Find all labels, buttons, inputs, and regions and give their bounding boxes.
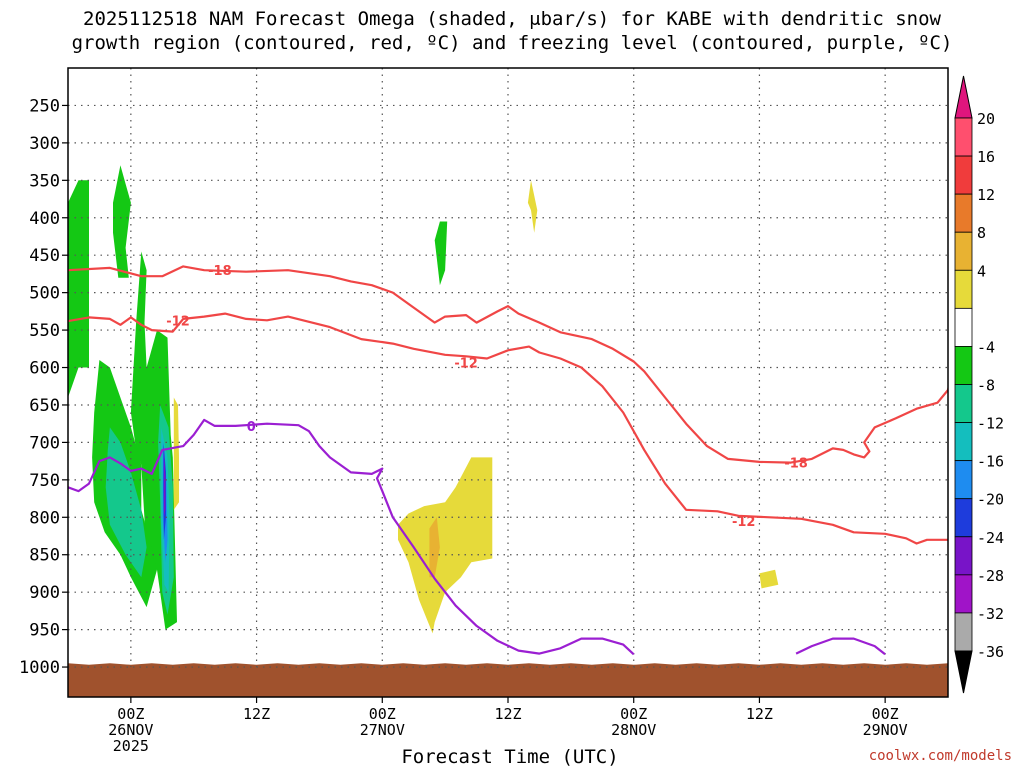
chart-title-line1: 2025112518 NAM Forecast Omega (shaded, μ…: [83, 8, 941, 30]
omega-region-0: [68, 180, 89, 398]
contour-0-3: [795, 637, 886, 656]
colorbar-label-3: 8: [977, 224, 986, 242]
colorbar-swatch-0: [954, 117, 973, 157]
x-tick-label-6-1: 26NOV: [108, 721, 153, 739]
x-tick-label-78-0: 00Z: [872, 705, 899, 723]
chart-title-line2: growth region (contoured, red, ºC) and f…: [71, 32, 953, 54]
colorbar-label-13: -36: [977, 643, 1004, 661]
x-tick-label-54-1: 28NOV: [611, 721, 656, 739]
y-tick-label-1000: 1000: [19, 658, 60, 678]
y-tick-label-400: 400: [29, 209, 60, 229]
y-tick-label-950: 950: [29, 621, 60, 641]
x-tick-label-30-0: 00Z: [369, 705, 396, 723]
colorbar-label-1: 16: [977, 148, 995, 166]
colorbar-label-12: -32: [977, 605, 1004, 623]
contour--18-0: [68, 265, 948, 464]
colorbar-swatch-9: [954, 460, 973, 500]
omega-region-12: [527, 180, 538, 233]
x-tick-label-6-0: 00Z: [117, 705, 144, 723]
colorbar-swatch-2: [954, 193, 973, 233]
colorbar-label-0: 20: [977, 110, 995, 128]
colorbar-label-5: -4: [977, 338, 995, 356]
x-tick-label-6-2: 2025: [113, 737, 149, 755]
contour--12-1: [68, 312, 948, 545]
credit-text[interactable]: coolwx.com/models: [868, 748, 1012, 764]
plot-frame: [67, 67, 949, 698]
y-tick-label-800: 800: [29, 508, 60, 528]
colorbar-label-8: -16: [977, 453, 1004, 471]
y-tick-label-300: 300: [29, 134, 60, 154]
y-tick-label-600: 600: [29, 359, 60, 379]
colorbar-label-11: -28: [977, 567, 1004, 585]
colorbar-swatch-6: [954, 346, 973, 385]
y-tick-label-750: 750: [29, 471, 60, 491]
x-tick-label-54-0: 00Z: [620, 705, 647, 723]
y-tick-label-700: 700: [29, 433, 60, 453]
colorbar-over-arrow: [954, 75, 973, 119]
x-tick-label-78-1: 29NOV: [863, 721, 908, 739]
y-tick-label-550: 550: [29, 321, 60, 341]
y-tick-label-500: 500: [29, 284, 60, 304]
x-tick-label-42-0: 12Z: [494, 705, 521, 723]
contour-label--18-0-0: -18: [208, 264, 232, 279]
contour-label--18-0-1: -18: [784, 457, 808, 472]
plot-area: -18 -18 -12 -12 -12 0: [68, 68, 948, 697]
omega-region-9: [163, 449, 166, 518]
colorbar-label-10: -24: [977, 529, 1004, 547]
contour-label-0-2-0: 0: [247, 420, 256, 435]
colorbar-swatch-10: [954, 498, 973, 538]
colorbar-swatch-8: [954, 422, 973, 462]
omega-region-11: [173, 397, 179, 510]
colorbar-label-7: -12: [977, 415, 1004, 433]
colorbar-swatch-11: [954, 536, 973, 576]
colorbar-swatch-1: [954, 155, 973, 195]
omega-region-13: [398, 457, 493, 634]
colorbar-label-9: -20: [977, 491, 1004, 509]
y-tick-label-650: 650: [29, 396, 60, 416]
omega-region-1: [113, 165, 131, 278]
colorbar-under-arrow: [954, 650, 973, 694]
omega-region-14: [429, 517, 440, 578]
y-tick-label-250: 250: [29, 96, 60, 116]
x-axis-label: Forecast Time (UTC): [401, 746, 619, 768]
colorbar-swatch-5: [954, 307, 973, 347]
omega-region-10: [434, 221, 448, 286]
y-tick-label-350: 350: [29, 171, 60, 191]
contour-label--12-1-0: -12: [166, 314, 190, 329]
colorbar-label-4: 4: [977, 262, 986, 280]
contour-label--12-1-1: -12: [454, 356, 478, 371]
omega-region-4: [105, 427, 147, 578]
colorbar-swatch-7: [954, 384, 973, 423]
colorbar-label-2: 12: [977, 186, 995, 204]
omega-region-15: [759, 569, 779, 589]
colorbar-swatch-4: [954, 269, 973, 309]
x-tick-label-66-0: 12Z: [746, 705, 773, 723]
y-tick-label-850: 850: [29, 546, 60, 566]
contour-0-2: [68, 418, 635, 656]
x-tick-label-18-0: 12Z: [243, 705, 270, 723]
colorbar-label-6: -8: [977, 377, 995, 395]
terrain: [68, 663, 948, 697]
y-tick-label-900: 900: [29, 583, 60, 603]
colorbar-swatch-13: [954, 612, 973, 652]
colorbar-swatch-12: [954, 574, 973, 614]
contour-label--12-1-2: -12: [732, 515, 756, 530]
colorbar-swatch-3: [954, 231, 973, 271]
x-tick-label-30-1: 27NOV: [360, 721, 405, 739]
y-tick-label-450: 450: [29, 246, 60, 266]
